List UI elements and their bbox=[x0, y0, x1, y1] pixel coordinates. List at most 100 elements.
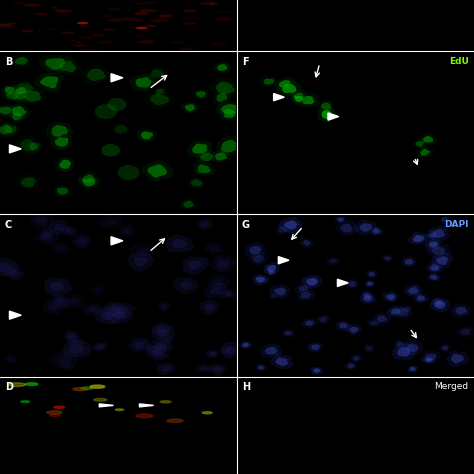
Polygon shape bbox=[366, 346, 373, 351]
Polygon shape bbox=[192, 144, 207, 154]
Polygon shape bbox=[373, 312, 392, 325]
Polygon shape bbox=[420, 350, 441, 364]
Polygon shape bbox=[347, 364, 355, 368]
Polygon shape bbox=[226, 292, 233, 296]
Polygon shape bbox=[87, 69, 106, 81]
Polygon shape bbox=[40, 233, 54, 242]
Polygon shape bbox=[430, 275, 438, 280]
Polygon shape bbox=[187, 44, 197, 46]
Polygon shape bbox=[54, 406, 64, 408]
Polygon shape bbox=[264, 79, 274, 85]
Polygon shape bbox=[25, 383, 38, 385]
Polygon shape bbox=[219, 346, 232, 355]
Polygon shape bbox=[56, 297, 64, 301]
Text: F: F bbox=[242, 57, 248, 67]
Polygon shape bbox=[363, 344, 375, 353]
Polygon shape bbox=[128, 337, 151, 352]
Polygon shape bbox=[118, 224, 136, 237]
Polygon shape bbox=[40, 76, 58, 88]
Polygon shape bbox=[191, 179, 202, 186]
Polygon shape bbox=[316, 314, 331, 325]
Polygon shape bbox=[196, 91, 206, 98]
Polygon shape bbox=[431, 253, 454, 268]
Polygon shape bbox=[255, 364, 267, 371]
Polygon shape bbox=[71, 338, 80, 344]
Polygon shape bbox=[51, 7, 59, 9]
Polygon shape bbox=[117, 306, 130, 315]
Polygon shape bbox=[402, 340, 423, 355]
Polygon shape bbox=[78, 171, 101, 185]
Polygon shape bbox=[0, 25, 15, 29]
Polygon shape bbox=[337, 218, 344, 221]
Polygon shape bbox=[382, 255, 394, 262]
Polygon shape bbox=[95, 104, 117, 119]
Polygon shape bbox=[340, 224, 353, 232]
Polygon shape bbox=[5, 87, 15, 94]
Polygon shape bbox=[61, 362, 74, 371]
Polygon shape bbox=[427, 273, 441, 282]
Polygon shape bbox=[77, 22, 89, 24]
Polygon shape bbox=[4, 355, 18, 364]
Polygon shape bbox=[456, 307, 467, 315]
Polygon shape bbox=[50, 282, 64, 292]
Polygon shape bbox=[55, 245, 66, 251]
Polygon shape bbox=[186, 36, 192, 37]
Polygon shape bbox=[75, 42, 82, 43]
Polygon shape bbox=[442, 346, 448, 350]
Polygon shape bbox=[102, 28, 116, 31]
Polygon shape bbox=[404, 259, 413, 264]
Polygon shape bbox=[273, 93, 284, 101]
Polygon shape bbox=[221, 104, 238, 114]
Polygon shape bbox=[88, 306, 99, 312]
Polygon shape bbox=[183, 9, 196, 12]
Polygon shape bbox=[22, 30, 34, 32]
Polygon shape bbox=[368, 272, 375, 276]
Polygon shape bbox=[49, 220, 70, 235]
Polygon shape bbox=[425, 358, 432, 362]
Polygon shape bbox=[311, 344, 320, 350]
Polygon shape bbox=[270, 284, 290, 299]
Polygon shape bbox=[83, 178, 95, 187]
Polygon shape bbox=[133, 341, 145, 349]
Polygon shape bbox=[37, 29, 42, 30]
Polygon shape bbox=[62, 340, 92, 357]
Polygon shape bbox=[94, 398, 107, 401]
Polygon shape bbox=[301, 275, 322, 289]
Polygon shape bbox=[141, 341, 150, 347]
Polygon shape bbox=[61, 294, 86, 310]
Polygon shape bbox=[45, 58, 65, 70]
Polygon shape bbox=[396, 342, 403, 346]
Polygon shape bbox=[221, 342, 245, 359]
Polygon shape bbox=[365, 280, 375, 287]
Polygon shape bbox=[252, 274, 269, 285]
Polygon shape bbox=[151, 69, 164, 78]
Polygon shape bbox=[350, 354, 363, 363]
Polygon shape bbox=[216, 101, 244, 118]
Polygon shape bbox=[183, 201, 194, 208]
Polygon shape bbox=[6, 91, 19, 100]
Polygon shape bbox=[0, 258, 19, 277]
Polygon shape bbox=[221, 348, 228, 353]
Polygon shape bbox=[439, 215, 451, 224]
Polygon shape bbox=[8, 45, 15, 46]
Polygon shape bbox=[81, 47, 98, 51]
Polygon shape bbox=[367, 282, 373, 286]
Polygon shape bbox=[306, 278, 318, 285]
Polygon shape bbox=[108, 305, 118, 312]
Polygon shape bbox=[99, 404, 113, 407]
Polygon shape bbox=[21, 401, 30, 402]
Polygon shape bbox=[297, 289, 316, 301]
Polygon shape bbox=[212, 366, 222, 373]
Polygon shape bbox=[434, 301, 446, 309]
Polygon shape bbox=[32, 34, 38, 36]
Polygon shape bbox=[187, 176, 206, 188]
Polygon shape bbox=[158, 14, 173, 18]
Polygon shape bbox=[149, 19, 168, 23]
Polygon shape bbox=[182, 102, 198, 114]
Polygon shape bbox=[40, 230, 54, 239]
Polygon shape bbox=[126, 11, 131, 12]
Polygon shape bbox=[354, 220, 377, 236]
Polygon shape bbox=[137, 128, 157, 142]
Polygon shape bbox=[129, 26, 144, 28]
Polygon shape bbox=[39, 55, 72, 74]
